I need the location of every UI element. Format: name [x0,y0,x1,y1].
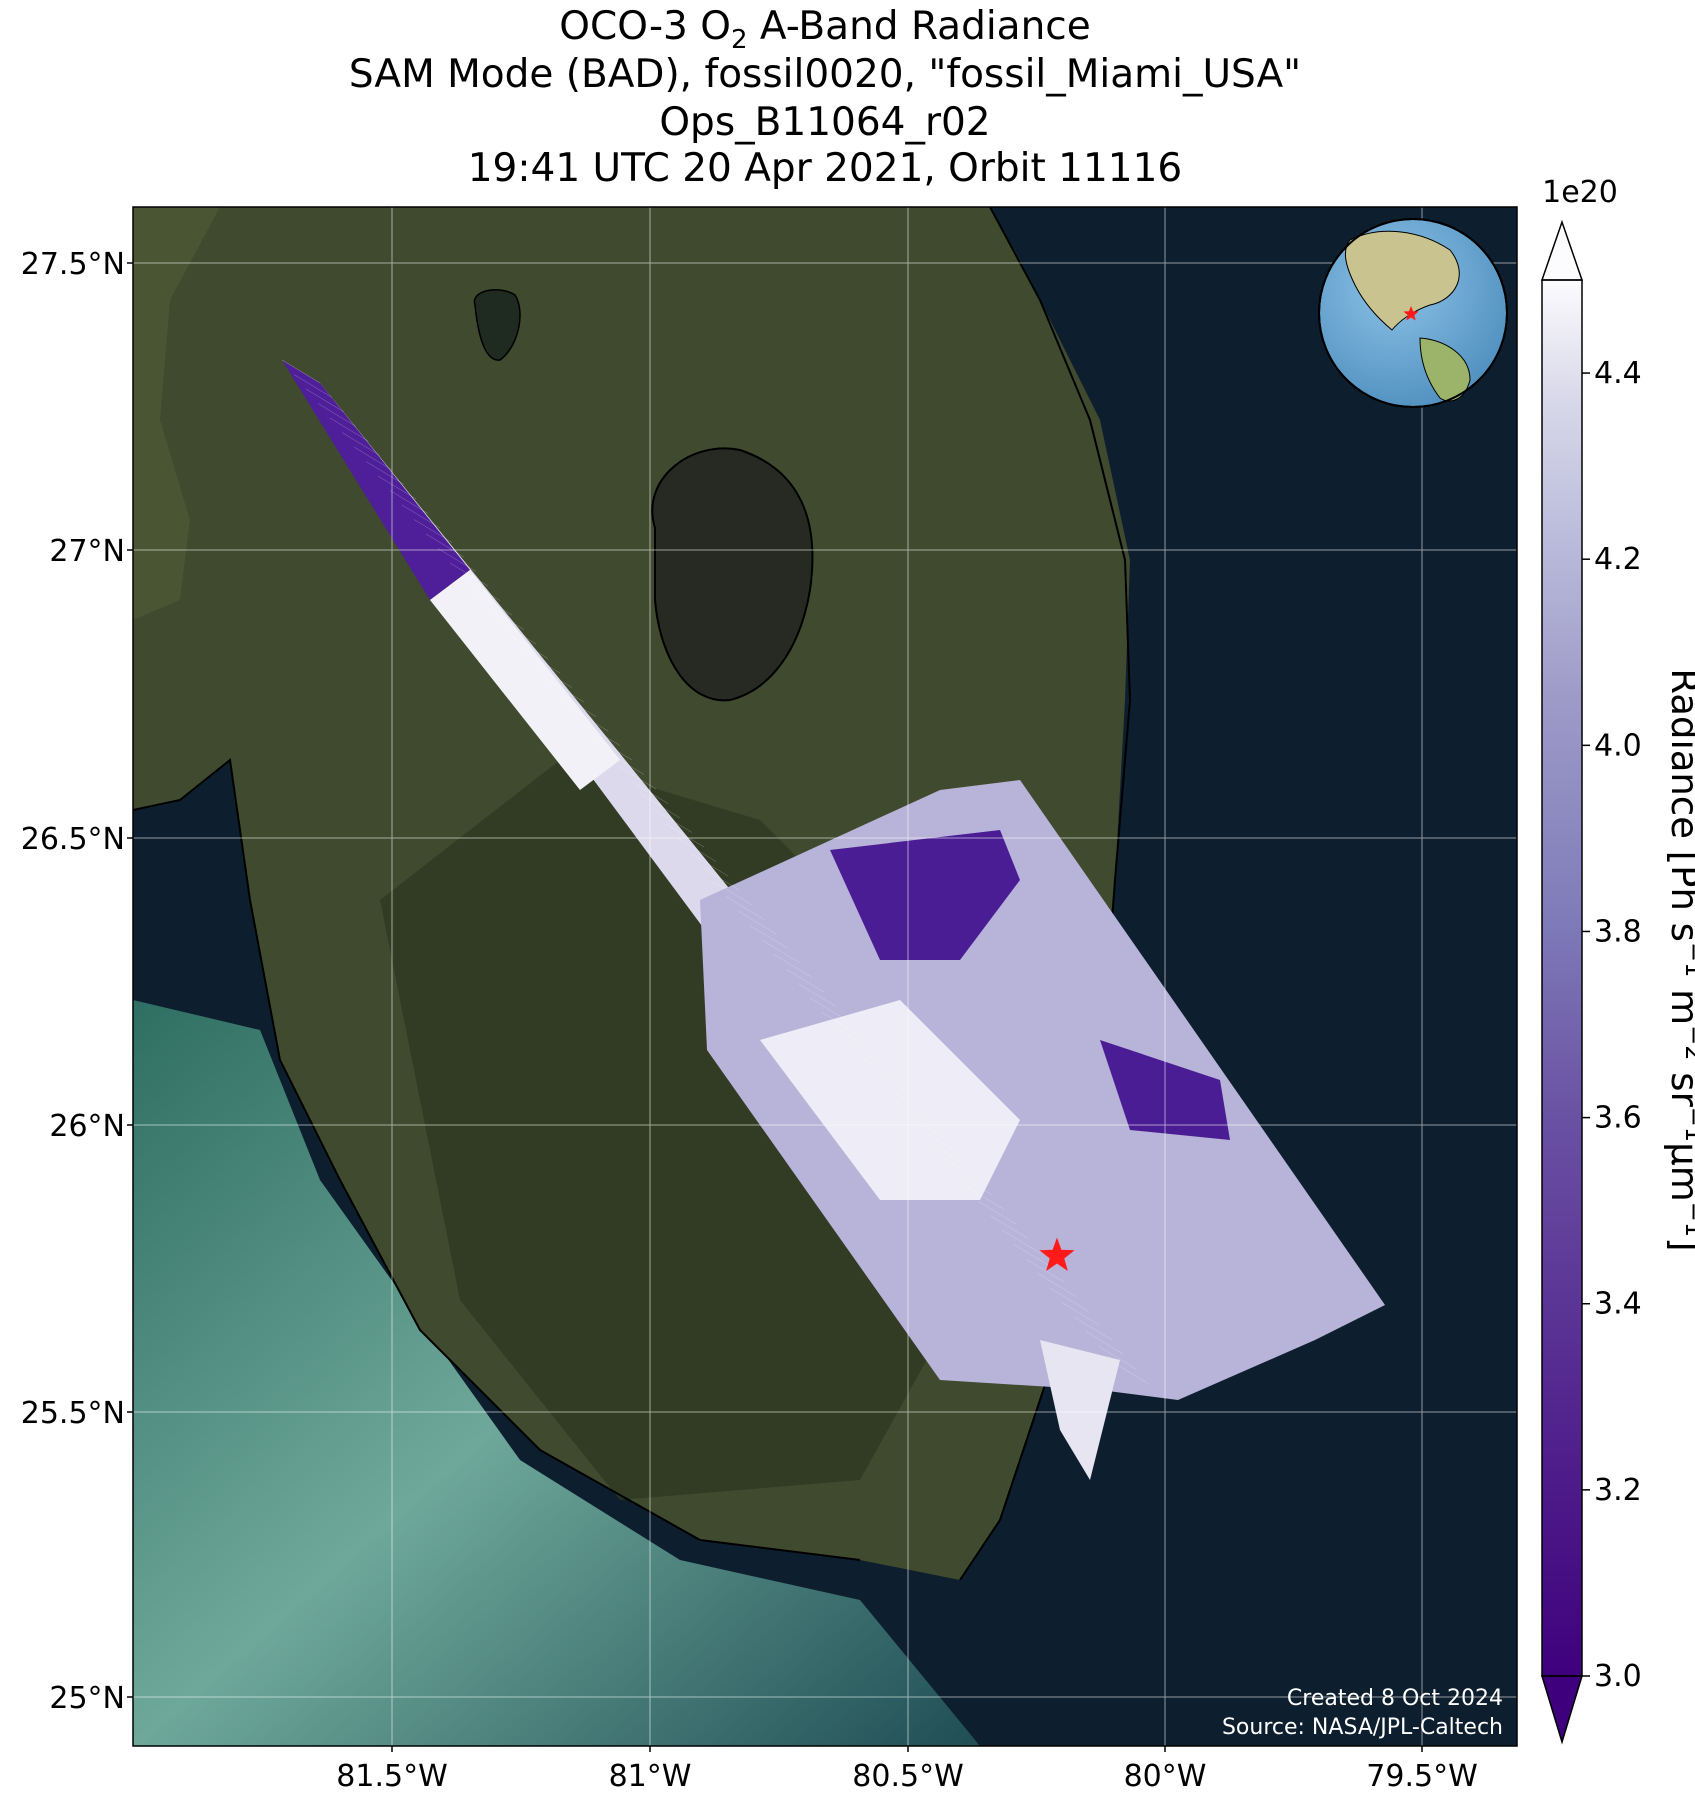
graticule [133,207,1517,1746]
latitude-tick-label: 27°N [49,534,125,569]
colorbar-multiplier: 1e20 [1542,175,1618,210]
colorbar-extend-min [1540,1675,1584,1745]
colorbar-ticks: 4.4 4.2 4.0 3.8 3.6 3.4 3.2 3.0 [1582,356,1642,1694]
west-land [133,207,220,620]
title-line-2: SAM Mode (BAD), fossil0020, "fossil_Miam… [348,52,1302,97]
gulf-water [133,1000,980,1746]
latitude-tick-label: 26°N [49,1109,125,1144]
longitude-tick-label: 79.5°W [1366,1759,1477,1794]
colorbar: 1e20 4.4 4.2 4.0 3.8 3.6 3.4 3.2 3.0 Radiance [… [1540,175,1695,1745]
inset-globe [1318,218,1508,408]
longitude-labels: 81.5°W 81°W 80.5°W 80°W 79.5°W [336,1746,1478,1794]
colorbar-tick-label: 4.0 [1594,728,1642,763]
target-swath-light [760,1000,1020,1200]
globe-star-marker [1403,306,1419,321]
colorbar-tick-label: 3.2 [1594,1473,1642,1508]
longitude-tick-label: 80.5°W [852,1759,963,1794]
colorbar-tick-label: 3.8 [1594,914,1642,949]
latitude-tick-label: 26.5°N [21,822,125,857]
narrow-swath-mid [430,570,620,790]
west-coastline [133,758,861,1561]
colorbar-tick-label: 3.4 [1594,1287,1642,1322]
map-frame [132,206,1518,1747]
longitude-tick-label: 80°W [1124,1759,1207,1794]
longitude-tick-label: 81.5°W [336,1759,447,1794]
colorbar-tick-label: 3.6 [1594,1101,1642,1136]
created-date: Created 8 Oct 2024 [1287,1686,1503,1711]
latitude-labels: 27.5°N 27°N 26.5°N 26°N 25.5°N 25°N [21,247,133,1716]
colorbar-tick-label: 3.0 [1594,1659,1642,1694]
north-america [1344,230,1460,331]
title-line-3: Ops_B11064_r02 [659,100,991,145]
title-subscript: 2 [730,24,748,55]
east-coastline [959,207,1132,1581]
longitude-tick-label: 81°W [609,1759,692,1794]
target-star-marker [1039,1237,1075,1271]
title-line-1: OCO-3 O2 A-Band Radiance [559,4,1091,55]
latitude-tick-label: 27.5°N [21,247,125,282]
lake-istokpoga [473,289,521,361]
south-america [1419,337,1471,402]
colorbar-tick-label: 4.4 [1594,356,1642,391]
narrow-swath-north [282,360,470,600]
colorbar-tick-label: 4.2 [1594,542,1642,577]
swath-grid [281,359,1149,1384]
colorbar-body [1542,280,1582,1676]
source-credit: Source: NASA/JPL-Caltech [1222,1715,1503,1740]
colorbar-label: Radiance [Ph s−1 m−2 sr−1μm−1] [1663,668,1695,1251]
southern-strips [1040,1340,1120,1480]
latitude-tick-label: 25°N [49,1681,125,1716]
colorbar-extend-max [1540,219,1584,281]
radiance-swaths [281,359,1385,1480]
latitude-tick-label: 25.5°N [21,1396,125,1431]
target-swath-dark-core [830,830,1020,960]
lake-okeechobee [651,447,814,702]
title-line-4: 19:41 UTC 20 Apr 2021, Orbit 11116 [467,146,1183,191]
